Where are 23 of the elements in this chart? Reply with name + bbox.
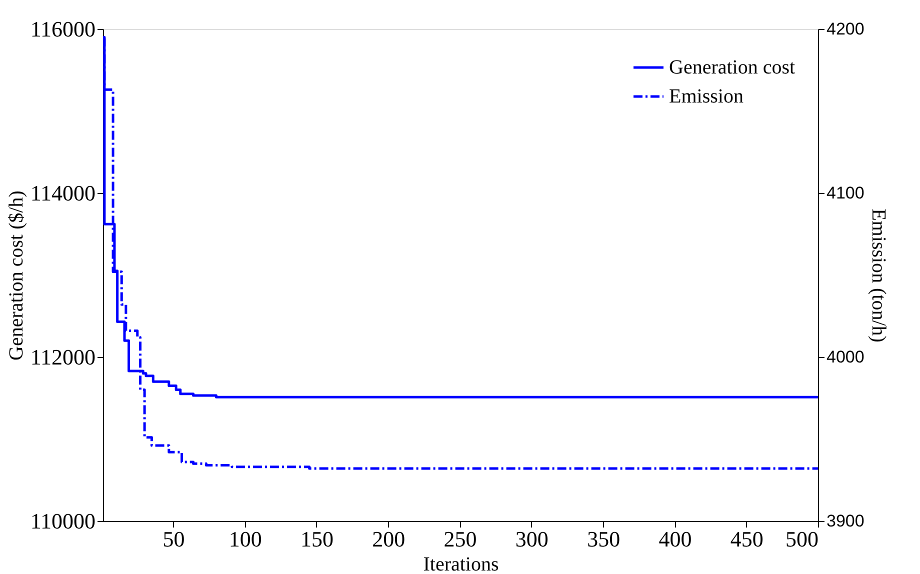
legend-label: Emission [669, 86, 744, 108]
y2-tick-label: 4100 [826, 184, 864, 202]
x-tick-label: 400 [658, 526, 692, 552]
y-tick-label: 114000 [30, 180, 96, 206]
y2-axis-title: Emission (ton/h) [867, 208, 890, 342]
x-tick-label: 250 [444, 526, 477, 552]
x-tick-label: 100 [228, 526, 262, 552]
x-tick-label: 150 [300, 526, 334, 552]
y-axis-title: Generation cost ($/h) [5, 190, 28, 360]
y2-tick-label: 4200 [826, 20, 864, 38]
y-tick-label: 116000 [30, 16, 96, 42]
x-tick-label: 50 [162, 526, 185, 552]
x-axis-title: Iterations [423, 554, 499, 574]
x-tick-label: 200 [372, 526, 406, 552]
y-tick-label: 112000 [30, 344, 96, 370]
x-tick-label: 450 [730, 526, 764, 552]
y-tick-label: 110000 [30, 508, 96, 534]
y2-tick-label: 3900 [826, 512, 864, 530]
x-tick-label: 500 [786, 526, 818, 552]
x-tick-label: 300 [515, 526, 548, 552]
x-tick-label: 350 [587, 526, 620, 552]
legend-label: Generation cost [669, 56, 796, 78]
y2-tick-label: 4000 [826, 348, 864, 366]
